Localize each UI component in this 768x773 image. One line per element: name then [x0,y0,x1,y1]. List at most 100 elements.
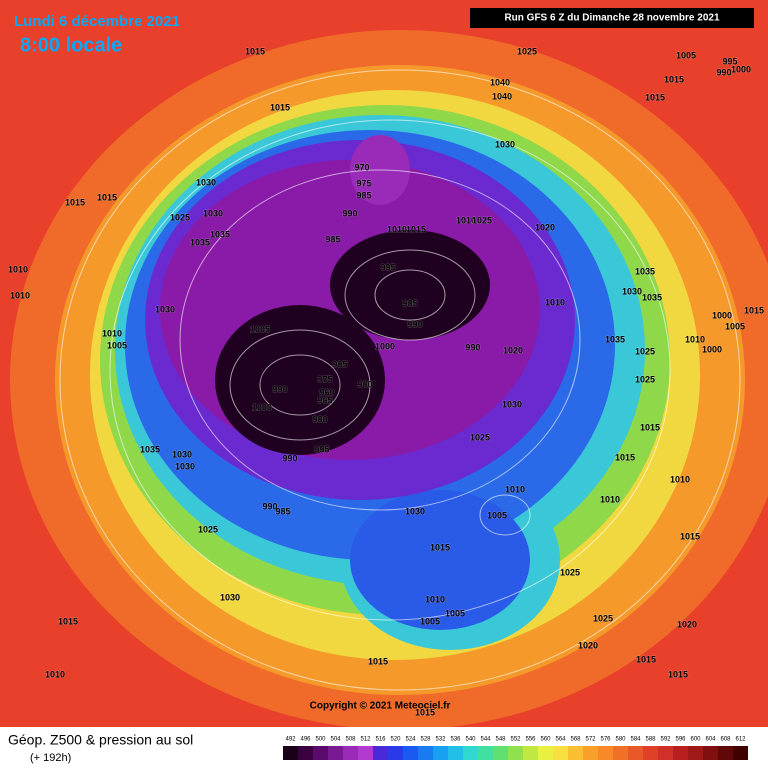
legend-swatch [358,746,373,760]
isobar-label: 1005 [420,616,440,626]
isobar-label: 995 [722,56,737,66]
isobar-label: 1000 [702,344,722,354]
legend-label: 560 [540,737,551,743]
legend-swatch [283,746,298,760]
isobar-label: 1025 [170,212,190,222]
isobar-label: 1020 [677,619,697,629]
legend-label: 540 [465,737,476,743]
legend-swatch [733,746,748,760]
legend-swatch [343,746,358,760]
isobar-label: 1035 [190,237,210,247]
isobar-label: 1010 [8,264,28,274]
legend-label: 520 [390,737,401,743]
legend-swatch [673,746,688,760]
isobar-label: 1035 [210,229,230,239]
legend-label: 588 [645,737,656,743]
isobar-label: 1000 [712,310,732,320]
isobar-label: 1025 [593,613,613,623]
isobar-label: 1010 [387,224,407,234]
isobar-label: 1010 [10,290,30,300]
isobar-label: 1025 [470,432,490,442]
run-info: Run GFS 6 Z du Dimanche 28 novembre 2021 [504,13,720,24]
isobar-label: 1015 [97,192,117,202]
legend-swatch [418,746,433,760]
legend-swatch [298,746,313,760]
isobar-label: 980 [312,414,327,424]
copyright: Copyright © 2021 Meteociel.fr [310,701,451,712]
legend-swatch [463,746,478,760]
legend-label: 576 [600,737,611,743]
isobar-label: 1035 [635,266,655,276]
isobar-label: 1040 [490,77,510,87]
legend-swatch [388,746,403,760]
legend-label: 516 [375,737,386,743]
legend-label: 492 [285,737,296,743]
legend-swatch [598,746,613,760]
isobar-label: 1010 [685,334,705,344]
isobar-label: 1030 [155,304,175,314]
isobar-label: 990 [716,67,731,77]
isobar-label: 965 [317,395,332,405]
isobar-label: 1015 [615,452,635,462]
isobar-label: 1005 [107,340,127,350]
legend-label: 508 [345,737,356,743]
legend-label: 552 [510,737,521,743]
legend-swatch [493,746,508,760]
legend-label: 584 [630,737,641,743]
isobar-label: 1030 [196,177,216,187]
legend-swatch [718,746,733,760]
isobar-label: 1005 [487,510,507,520]
legend-label: 572 [585,737,596,743]
legend-label: 580 [615,737,626,743]
legend-label: 564 [555,737,566,743]
legend-label: 544 [480,737,491,743]
isobar-label: 975 [356,178,371,188]
legend-label: 536 [450,737,461,743]
isobar-label: 995 [314,444,329,454]
legend-label: 512 [360,737,371,743]
isobar-label: 1015 [636,654,656,664]
isobar-label: 985 [356,190,371,200]
isobar-label: 985 [332,359,347,369]
legend-label: 596 [675,737,686,743]
isobar-label: 1015 [406,224,426,234]
isobar-label: 975 [317,374,332,384]
isobar-label: 1015 [58,616,78,626]
legend-label: 600 [690,737,701,743]
isobar-label: 1020 [535,222,555,232]
legend-label: 592 [660,737,671,743]
isobar-label: 980 [357,379,372,389]
isobar-label: 1015 [245,46,265,56]
isobar-label: 1025 [517,46,537,56]
legend-swatch [478,746,493,760]
isobar-label: 1030 [495,139,515,149]
isobar-label: 1015 [664,74,684,84]
legend-label: 500 [315,737,326,743]
legend-label: 548 [495,737,506,743]
isobar-label: 1015 [65,197,85,207]
isobar-label: 1010 [545,297,565,307]
isobar-label: 1015 [430,542,450,552]
isobar-label: 1010 [600,494,620,504]
isobar-label: 1015 [368,656,388,666]
isobar-label: 985 [275,506,290,516]
legend-swatch [448,746,463,760]
isobar-label: 1005 [250,324,270,334]
isobar-label: 1035 [642,292,662,302]
isobar-label: 1000 [731,64,751,74]
isobar-label: 990 [282,453,297,463]
legend-swatch [508,746,523,760]
isobar-label: 1030 [220,592,240,602]
isobar-label: 985 [325,234,340,244]
isobar-label: 1025 [198,524,218,534]
isobar-label: 1010 [670,474,690,484]
isobar-label: 1020 [578,640,598,650]
legend-swatch [643,746,658,760]
isobar-label: 1005 [445,608,465,618]
legend-swatch [703,746,718,760]
legend-swatch [658,746,673,760]
isobar-label: 990 [262,501,277,511]
legend-swatch [553,746,568,760]
